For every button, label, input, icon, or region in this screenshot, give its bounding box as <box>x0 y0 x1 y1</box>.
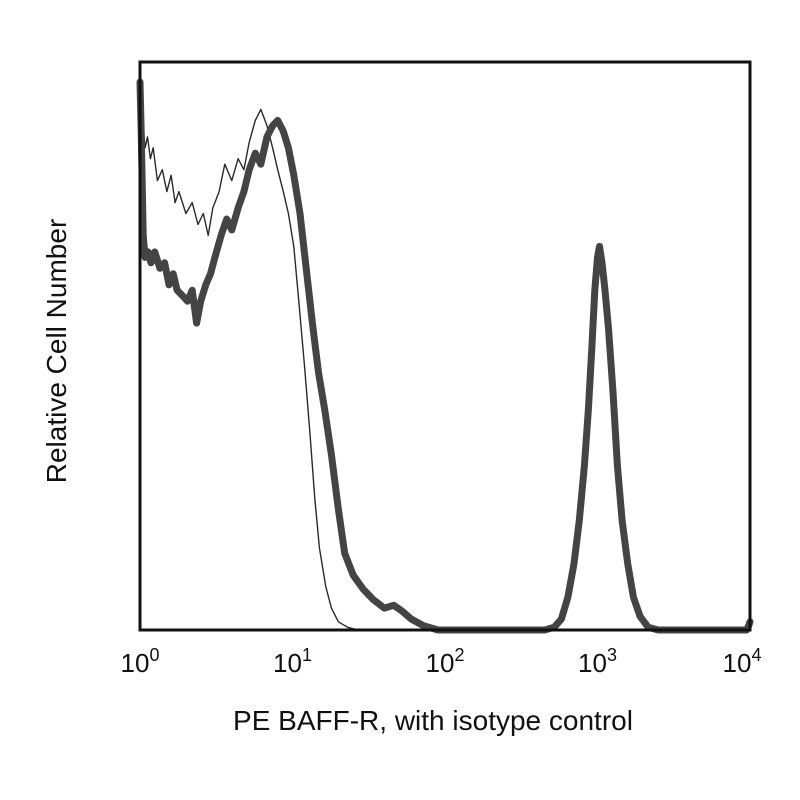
x-tick-label: 100 <box>121 645 160 678</box>
series-layer <box>136 78 754 634</box>
y-axis-title: Relative Cell Number <box>41 219 72 484</box>
x-tick-label: 104 <box>723 645 762 678</box>
plot-frame <box>138 60 752 632</box>
series-line-isotype <box>139 81 751 631</box>
x-axis-title: PE BAFF-R, with isotype control <box>233 705 633 736</box>
x-tick-label: 103 <box>578 645 617 678</box>
x-tick-label: 102 <box>426 645 465 678</box>
x-tick-label: 101 <box>273 645 312 678</box>
x-tick-labels: 100 101 102 103 104 <box>121 645 762 678</box>
series-line-baff-r <box>136 78 754 634</box>
